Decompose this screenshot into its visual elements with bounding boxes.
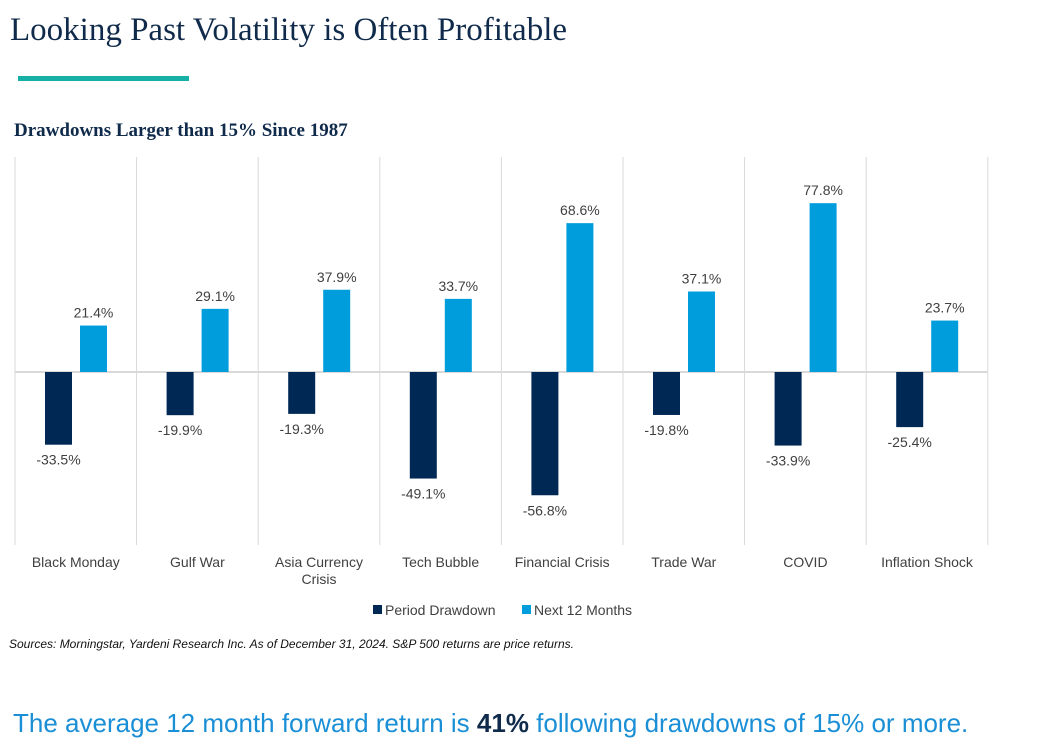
footer-text-pre: The average 12 month forward return is (13, 708, 477, 738)
category-label: Gulf War (170, 554, 225, 570)
bar-next-12-months (444, 298, 472, 372)
data-label: 33.7% (438, 278, 478, 294)
data-label: 21.4% (74, 305, 114, 321)
chart-title: Drawdowns Larger than 15% Since 1987 (14, 120, 348, 141)
category-label: Trade War (651, 554, 716, 570)
category-label: Financial Crisis (515, 554, 610, 570)
bar-period-drawdown (653, 372, 680, 415)
data-label: -33.9% (766, 453, 810, 469)
footer-statement: The average 12 month forward return is 4… (13, 708, 968, 739)
legend-swatch (373, 605, 382, 614)
data-label: -56.8% (523, 502, 567, 518)
data-label: -19.9% (158, 422, 202, 438)
bar-chart: -33.5% 21.4% Black Monday -19.9% 29.1% Gulf W… (14, 157, 989, 618)
bar-next-12-months (931, 320, 959, 372)
data-label: 37.1% (682, 270, 722, 286)
category-label: Tech Bubble (402, 554, 479, 570)
category-label: Black Monday (32, 554, 120, 570)
data-label: 68.6% (560, 202, 600, 218)
bar-period-drawdown (409, 372, 437, 479)
bar-next-12-months (688, 291, 715, 372)
bar-period-drawdown (774, 372, 802, 446)
bar-period-drawdown (166, 372, 194, 416)
bar-next-12-months (80, 325, 107, 372)
bar-next-12-months (201, 308, 229, 372)
sources-note: Sources: Morningstar, Yardeni Research I… (9, 637, 574, 651)
data-label: -19.3% (280, 421, 324, 437)
category-label: COVID (783, 554, 827, 570)
bar-next-12-months (809, 203, 837, 372)
category-label: Crisis (302, 571, 337, 587)
bar-period-drawdown (45, 372, 72, 445)
data-label: 37.9% (317, 269, 357, 285)
data-label: -19.8% (644, 422, 688, 438)
data-label: -49.1% (401, 486, 445, 502)
legend-swatch (522, 605, 531, 614)
data-label: 23.7% (925, 300, 965, 316)
data-label: 77.8% (803, 182, 843, 198)
accent-rule (18, 76, 189, 81)
data-label: -25.4% (888, 434, 932, 450)
bar-period-drawdown (531, 372, 559, 496)
legend-label: Next 12 Months (534, 602, 632, 618)
category-label: Asia Currency (275, 554, 363, 570)
bar-next-12-months (323, 289, 351, 372)
footer-text-post: following drawdowns of 15% or more. (528, 708, 969, 738)
page-title: Looking Past Volatility is Often Profita… (10, 12, 568, 48)
bar-period-drawdown (288, 372, 316, 414)
footer-highlight: 41% (476, 708, 529, 738)
bar-next-12-months (566, 223, 594, 372)
bar-period-drawdown (896, 372, 924, 428)
legend-label: Period Drawdown (385, 602, 496, 618)
data-label: 29.1% (195, 288, 235, 304)
data-label: -33.5% (36, 452, 80, 468)
category-label: Inflation Shock (881, 554, 974, 570)
